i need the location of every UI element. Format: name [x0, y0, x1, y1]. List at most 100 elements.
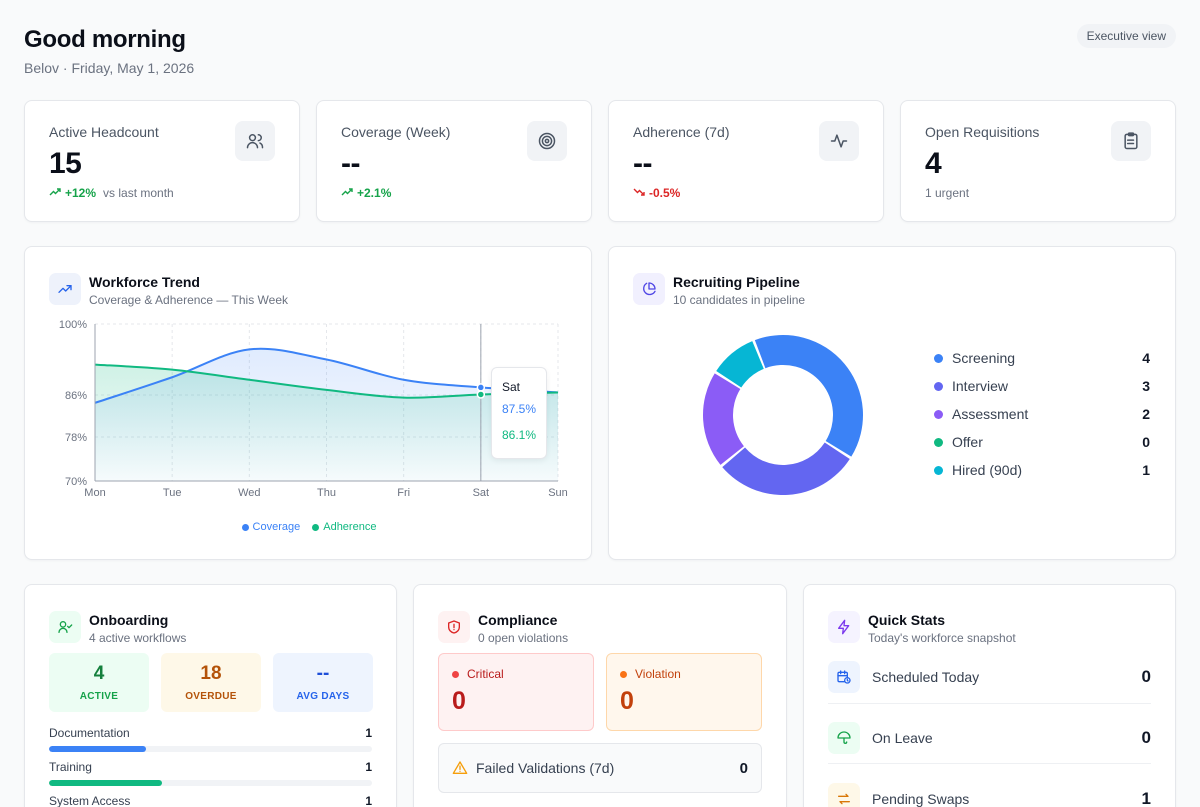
legend-adherence[interactable]: Adherence — [312, 521, 376, 533]
x-tick-label: Fri — [397, 487, 410, 499]
workforce-trend-panel: Workforce Trend Coverage & Adherence — T… — [24, 246, 592, 560]
task-progress-fill — [49, 780, 163, 786]
quick-stat-scheduled-today[interactable]: Scheduled Today 0 — [828, 661, 1151, 693]
user-check-icon — [49, 611, 81, 643]
violation-count: 0 — [620, 687, 634, 715]
lightning-icon — [828, 611, 860, 643]
kpi-label: Coverage (Week) — [341, 124, 451, 140]
task-name: System Access — [49, 794, 131, 807]
onboarding-task-training: Training 1 — [49, 760, 372, 786]
legend-dot — [934, 409, 943, 419]
y-tick-label: 100% — [59, 319, 87, 331]
task-name: Training — [49, 760, 92, 774]
quick-stat-pending-swaps[interactable]: Pending Swaps 1 — [828, 783, 1151, 807]
donut-slice-hired-90d[interactable] — [716, 341, 764, 388]
critical-label: Critical — [452, 667, 504, 681]
tile-value: 18 — [200, 663, 222, 684]
legend-dot — [934, 353, 943, 363]
executive-view-badge[interactable]: Executive view — [1076, 24, 1176, 48]
kpi-note: vs last month — [103, 186, 174, 200]
onboarding-avg-days-tile[interactable]: -- AVG DAYS — [273, 653, 373, 712]
kpi-card-coverage[interactable]: Coverage (Week) -- +2.1% — [316, 100, 592, 222]
trend-up-icon — [49, 186, 61, 200]
donut-slice-screening[interactable] — [754, 335, 863, 457]
greeting-title: Good morning — [24, 26, 186, 53]
y-tick-label: 70% — [65, 476, 87, 488]
quick-stat-on-leave[interactable]: On Leave 0 — [828, 722, 1151, 754]
calendar-clock-icon — [828, 661, 860, 693]
kpi-footer: 1 urgent — [925, 186, 969, 200]
violation-box[interactable]: Violation 0 — [606, 653, 762, 731]
workforce-trend-chart[interactable]: 100% 86% 78% 70%Mon Tue Wed Thu Fri Sat Sun — [25, 247, 593, 561]
legend-stage-name: Screening — [952, 350, 1016, 366]
legend-stage-name: Assessment — [952, 406, 1029, 422]
legend-stage-count: 4 — [1142, 350, 1150, 366]
kpi-trend: +12% — [65, 186, 97, 200]
panel-title: Compliance — [478, 612, 558, 628]
kpi-value: -- — [633, 147, 652, 180]
panel-header: Onboarding 4 active workflows — [49, 611, 186, 645]
activity-icon — [819, 121, 859, 161]
x-tick-label: Mon — [84, 487, 105, 499]
kpi-value: -- — [341, 147, 360, 180]
kpi-card-requisitions[interactable]: Open Requisitions 4 1 urgent — [900, 100, 1176, 222]
shield-alert-icon — [438, 611, 470, 643]
greeting-subtitle: Belov · Friday, May 1, 2026 — [24, 60, 195, 76]
trend-down-icon — [633, 186, 645, 200]
kpi-footer: +2.1% — [341, 186, 391, 200]
pipeline-legend-item[interactable]: Assessment 2 — [934, 406, 1150, 422]
clipboard-icon — [1111, 121, 1151, 161]
legend-stage-name: Interview — [952, 378, 1009, 394]
pipeline-legend-item[interactable]: Hired (90d) 1 — [934, 462, 1150, 478]
quick-stat-label: Scheduled Today — [872, 669, 980, 685]
tooltip-coverage: 87.5% — [502, 402, 537, 416]
panel-title: Workforce Trend — [89, 274, 200, 290]
legend-adherence-label: Adherence — [323, 521, 377, 533]
x-tick-label: Thu — [317, 487, 336, 499]
failed-validations-row[interactable]: Failed Validations (7d) 0 — [438, 743, 762, 793]
panel-header: Recruiting Pipeline 10 candidates in pip… — [633, 273, 805, 307]
target-icon — [527, 121, 567, 161]
donut-slice-assessment[interactable] — [703, 373, 744, 465]
quick-stat-value: 0 — [1141, 667, 1151, 686]
pipeline-legend-item[interactable]: Offer 0 — [934, 434, 1150, 450]
panel-subtitle: 4 active workflows — [89, 631, 187, 645]
kpi-footer: +12% vs last month — [49, 186, 174, 200]
panel-subtitle: Coverage & Adherence — This Week — [89, 293, 288, 307]
kpi-card-adherence[interactable]: Adherence (7d) -- -0.5% — [608, 100, 884, 222]
tile-label: AVG DAYS — [296, 691, 350, 702]
tile-label: ACTIVE — [79, 691, 119, 702]
trend-up-icon — [341, 186, 353, 200]
panel-subtitle: 10 candidates in pipeline — [673, 293, 806, 307]
kpi-card-headcount[interactable]: Active Headcount 15 +12% vs last month — [24, 100, 300, 222]
kpi-footer: -0.5% — [633, 186, 680, 200]
pipeline-legend-item[interactable]: Screening 4 — [934, 350, 1150, 366]
series-area-adherence — [95, 364, 558, 481]
panel-header: Workforce Trend Coverage & Adherence — T… — [49, 273, 288, 307]
legend-stage-name: Offer — [952, 434, 983, 450]
swap-icon — [828, 783, 860, 807]
divider — [828, 703, 1151, 704]
quick-stat-value: 0 — [1141, 728, 1151, 747]
donut-slice-interview[interactable] — [722, 442, 850, 495]
onboarding-active-tile[interactable]: 4 ACTIVE — [49, 653, 149, 712]
legend-stage-count: 0 — [1142, 434, 1150, 450]
panel-subtitle: Today's workforce snapshot — [868, 631, 1016, 645]
pipeline-donut-chart[interactable] — [693, 325, 873, 505]
critical-violations-box[interactable]: Critical 0 — [438, 653, 594, 731]
y-tick-label: 78% — [65, 432, 87, 444]
pie-chart-icon — [633, 273, 665, 305]
page-header: Good morning Belov · Friday, May 1, 2026 — [24, 26, 194, 76]
task-count: 1 — [365, 794, 372, 807]
task-name: Documentation — [49, 726, 130, 740]
onboarding-overdue-tile[interactable]: 18 OVERDUE — [161, 653, 261, 712]
failed-validations-count: 0 — [739, 759, 748, 777]
tile-label: OVERDUE — [185, 691, 237, 702]
kpi-value: 15 — [49, 147, 82, 180]
pipeline-legend-item[interactable]: Interview 3 — [934, 378, 1150, 394]
tooltip-day: Sat — [502, 380, 521, 394]
warning-triangle-icon — [452, 760, 468, 776]
legend-coverage[interactable]: Coverage — [241, 521, 300, 533]
task-count: 1 — [365, 760, 372, 774]
kpi-note: 1 urgent — [925, 186, 970, 200]
